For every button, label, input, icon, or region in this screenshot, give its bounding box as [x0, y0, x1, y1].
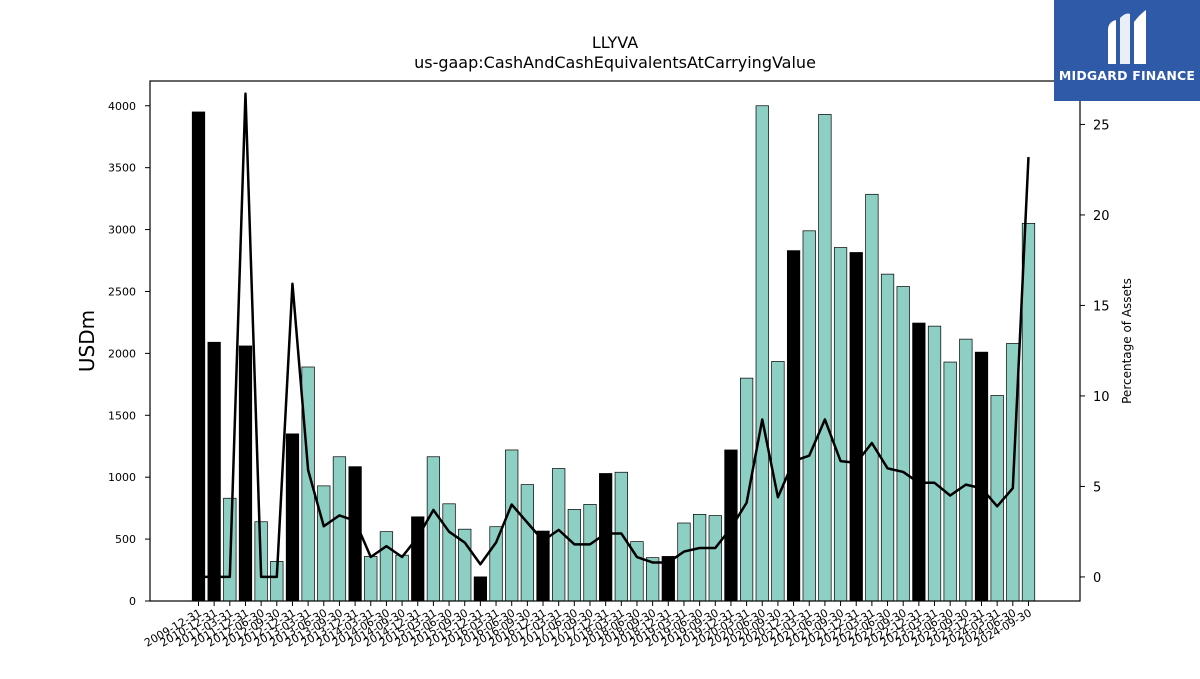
bar — [1021, 223, 1036, 602]
bar — [646, 557, 660, 602]
bar — [912, 322, 926, 602]
line-group — [198, 92, 1030, 579]
y2-tick-label: 0 — [1093, 571, 1101, 586]
y2-tick-label: 15 — [1093, 299, 1110, 314]
y2-axis-label: Percentage of Assets — [1120, 278, 1134, 404]
y-tick-label: 500 — [115, 533, 136, 546]
bar — [943, 361, 957, 602]
bar — [755, 105, 769, 602]
y-tick-label: 1500 — [108, 409, 136, 422]
bar — [833, 247, 848, 602]
logo-mark-icon — [1108, 10, 1146, 64]
bar — [238, 345, 253, 602]
logo-text: MIDGARD FINANCE — [1058, 68, 1196, 83]
bar — [739, 377, 754, 602]
y-tick-label: 2500 — [108, 285, 136, 298]
bar — [520, 484, 534, 602]
bar — [505, 449, 519, 602]
plot-frame — [149, 80, 1081, 602]
bar — [677, 522, 691, 602]
bar — [708, 515, 722, 602]
bar — [442, 503, 456, 602]
bar — [959, 338, 973, 602]
bar — [614, 471, 628, 602]
bar — [896, 286, 910, 602]
bar — [927, 325, 942, 602]
y-tick-label: 2000 — [108, 347, 136, 360]
brand-logo: MIDGARD FINANCE — [1054, 0, 1200, 101]
y2-tick-label: 5 — [1093, 480, 1101, 495]
bar — [207, 341, 221, 602]
bar — [426, 456, 441, 602]
bar — [786, 250, 801, 602]
y-tick-label: 0 — [129, 595, 136, 608]
y-tick-label: 3500 — [108, 162, 136, 175]
bar — [724, 449, 738, 602]
bar — [818, 114, 832, 602]
bar — [332, 456, 347, 602]
y2-tick-label: 10 — [1093, 390, 1110, 405]
chart-subtitle: us-gaap:CashAndCashEquivalentsAtCarrying… — [414, 53, 816, 72]
bar — [974, 351, 989, 602]
y-tick-label: 4000 — [108, 100, 136, 113]
axes-group: 0 500 1000 1500 2000 2500 3000 3500 4000 0 5 10 15 20… — [108, 80, 1110, 650]
bar — [567, 509, 581, 602]
bar — [379, 531, 394, 602]
chart-title: LLYVA — [592, 33, 638, 52]
bar — [395, 554, 409, 602]
bar — [317, 485, 331, 602]
bar — [693, 513, 707, 602]
bar — [865, 193, 879, 602]
bar — [364, 556, 378, 602]
bar — [285, 433, 300, 602]
y-axis-label: USDm — [75, 310, 99, 372]
bar — [849, 252, 863, 602]
y-tick-label: 3000 — [108, 224, 136, 237]
bar — [880, 273, 895, 602]
y2-tick-label: 25 — [1093, 118, 1110, 133]
bar — [473, 576, 487, 602]
bar — [583, 504, 597, 602]
percentage-line — [198, 92, 1030, 579]
y2-tick-label: 20 — [1093, 209, 1110, 224]
y-tick-label: 1000 — [108, 471, 136, 484]
bar — [489, 526, 503, 602]
bar — [191, 111, 206, 602]
bars-group — [191, 105, 1036, 602]
bar — [990, 395, 1004, 602]
bar — [802, 230, 816, 602]
